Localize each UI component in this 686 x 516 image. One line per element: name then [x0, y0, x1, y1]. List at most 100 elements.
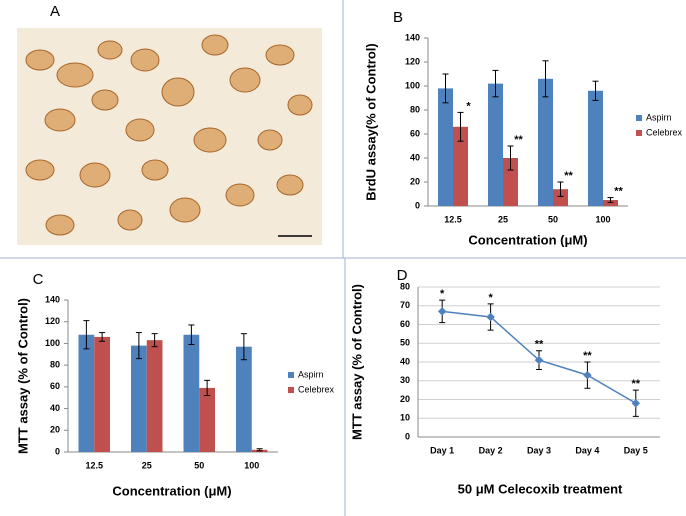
- y-tick-label: 0: [415, 200, 420, 210]
- x-axis-label: 50 μM Celecoxib treatment: [458, 481, 623, 496]
- marker: [534, 355, 544, 365]
- legend-label: Aspirn: [646, 112, 672, 122]
- y-tick-label: 40: [410, 152, 420, 162]
- marker: [437, 307, 447, 316]
- bar: [199, 387, 215, 452]
- cell: [229, 67, 261, 93]
- marker: [583, 370, 592, 380]
- y-tick-label: 140: [45, 294, 60, 304]
- x-tick-label: 12.5: [444, 214, 462, 224]
- cell: [287, 94, 313, 116]
- y-tick-label: 120: [405, 56, 420, 66]
- y-tick-label: 20: [50, 425, 60, 435]
- significance: **: [514, 134, 523, 146]
- cell: [56, 62, 94, 88]
- micrograph: [17, 28, 322, 245]
- significance: *: [466, 100, 471, 112]
- cell: [45, 214, 75, 236]
- cell: [44, 108, 76, 132]
- y-tick-label: 80: [400, 281, 410, 291]
- significance: **: [535, 339, 544, 351]
- y-tick-label: 100: [405, 80, 420, 90]
- bar: [146, 340, 163, 452]
- cell: [141, 159, 169, 181]
- y-tick-label: 0: [405, 431, 410, 441]
- x-tick-label: 12.5: [85, 460, 103, 470]
- y-axis-label: MTT assay (% of Control): [349, 284, 364, 440]
- marker: [486, 312, 495, 322]
- y-tick-label: 20: [400, 394, 410, 404]
- bar: [538, 78, 553, 206]
- y-tick-label: 80: [50, 360, 60, 370]
- cell: [25, 49, 55, 71]
- legend-swatch: [636, 130, 642, 136]
- y-tick-label: 10: [400, 413, 410, 423]
- bar: [78, 334, 95, 452]
- y-tick-label: 70: [400, 300, 410, 310]
- bar: [131, 345, 147, 452]
- cell: [79, 162, 111, 188]
- y-tick-label: 60: [400, 319, 410, 329]
- bar: [553, 189, 568, 206]
- bar: [603, 200, 618, 206]
- x-tick-label: Day 3: [527, 445, 551, 455]
- panel-label: A: [50, 3, 60, 20]
- bar: [236, 346, 252, 452]
- x-axis-label: Concentration (μM): [112, 483, 231, 498]
- y-axis-label: MTT assay (% of Control): [15, 298, 30, 454]
- x-axis-label: Concentration (μM): [468, 232, 587, 247]
- y-tick-label: 50: [400, 338, 410, 348]
- y-tick-label: 30: [400, 375, 410, 385]
- x-tick-label: 50: [194, 460, 204, 470]
- significance: **: [564, 170, 573, 182]
- significance: **: [614, 186, 623, 198]
- y-tick-label: 0: [55, 446, 60, 456]
- y-tick-label: 60: [50, 381, 60, 391]
- cell: [117, 209, 143, 231]
- x-tick-label: 100: [595, 214, 610, 224]
- legend-label: Celebrex: [646, 127, 683, 137]
- cell: [276, 174, 304, 196]
- y-axis-label: BrdU assay(% of Control): [363, 43, 378, 200]
- cell: [193, 127, 227, 153]
- y-tick-label: 80: [410, 104, 420, 114]
- bar: [94, 336, 110, 452]
- y-tick-label: 20: [410, 176, 420, 186]
- bar: [588, 90, 603, 206]
- bar: [488, 83, 503, 206]
- panel-label: C: [33, 271, 44, 288]
- bar: [453, 126, 468, 206]
- x-tick-label: 100: [244, 460, 259, 470]
- y-tick-label: 120: [45, 316, 60, 326]
- x-tick-label: 50: [548, 214, 558, 224]
- x-tick-label: Day 5: [624, 445, 648, 455]
- panel-label: D: [397, 267, 408, 284]
- marker: [631, 399, 641, 408]
- cell: [125, 118, 155, 142]
- significance: *: [440, 288, 445, 300]
- y-tick-label: 140: [405, 32, 420, 42]
- cell: [161, 77, 195, 107]
- legend-swatch: [288, 372, 294, 378]
- x-tick-label: 25: [142, 460, 152, 470]
- cell: [201, 34, 229, 56]
- legend-swatch: [636, 115, 642, 121]
- cell: [265, 44, 295, 66]
- y-tick-label: 100: [45, 338, 60, 348]
- cell: [169, 197, 201, 223]
- x-tick-label: Day 4: [575, 445, 599, 455]
- legend-label: Celebrex: [298, 384, 335, 394]
- y-tick-label: 40: [400, 356, 410, 366]
- y-tick-label: 40: [50, 403, 60, 413]
- bar: [183, 334, 200, 452]
- cell: [91, 89, 119, 111]
- cell: [257, 129, 283, 151]
- x-tick-label: Day 1: [430, 445, 454, 455]
- x-tick-label: Day 2: [479, 445, 503, 455]
- cell: [25, 159, 55, 181]
- significance: *: [488, 292, 493, 304]
- bar: [438, 88, 453, 206]
- y-tick-label: 60: [410, 128, 420, 138]
- bar: [503, 158, 518, 206]
- significance: **: [632, 378, 641, 390]
